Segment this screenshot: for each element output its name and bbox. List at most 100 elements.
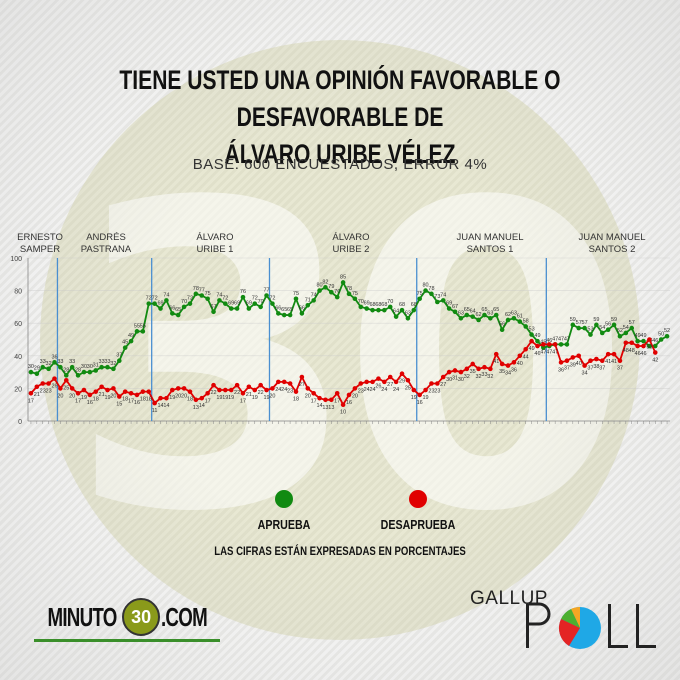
svg-text:85: 85	[340, 274, 346, 280]
svg-text:11: 11	[152, 408, 158, 414]
svg-text:19: 19	[228, 395, 234, 401]
svg-text:18: 18	[122, 397, 128, 403]
svg-text:76: 76	[334, 289, 340, 295]
watermark-30: 30	[60, 150, 632, 570]
svg-text:42: 42	[652, 358, 658, 364]
svg-text:66: 66	[275, 305, 281, 311]
legend-disapprove: DESAPRUEBA	[358, 490, 478, 532]
svg-text:74: 74	[216, 292, 222, 298]
svg-text:78: 78	[346, 286, 352, 292]
svg-text:25: 25	[63, 385, 69, 391]
svg-text:70: 70	[358, 299, 364, 305]
svg-text:59: 59	[593, 317, 599, 323]
svg-text:26: 26	[51, 384, 57, 390]
svg-text:44: 44	[523, 354, 529, 360]
svg-text:47: 47	[540, 349, 546, 355]
svg-text:49: 49	[640, 333, 646, 339]
svg-text:65: 65	[281, 307, 287, 313]
svg-text:29: 29	[34, 366, 40, 372]
svg-text:19: 19	[263, 395, 269, 401]
gallup-poll-logo: GALLUP	[470, 588, 656, 649]
svg-text:49: 49	[128, 333, 134, 339]
svg-text:24: 24	[275, 387, 281, 393]
svg-text:24: 24	[393, 387, 399, 393]
svg-text:32: 32	[464, 374, 470, 380]
line-chart: ERNESTO SAMPER ANDRÉS PASTRANA ÁLVARO URIBE…	[0, 225, 680, 475]
title-line-1: TIENE USTED UNA OPINIÓN FAVORABLE O DESF…	[119, 65, 561, 132]
svg-text:37: 37	[599, 366, 605, 372]
period-label-uribe-1: ÁLVARO URIBE 1	[196, 232, 234, 255]
svg-text:78: 78	[193, 286, 199, 292]
svg-text:64: 64	[470, 309, 476, 315]
svg-text:67: 67	[210, 304, 216, 310]
chart-title: TIENE USTED UNA OPINIÓN FAVORABLE O DESF…	[75, 62, 605, 173]
svg-text:74: 74	[311, 292, 317, 298]
svg-text:38: 38	[593, 364, 599, 370]
svg-text:68: 68	[375, 302, 381, 308]
svg-text:13: 13	[328, 405, 334, 411]
svg-text:0: 0	[18, 419, 22, 426]
period-label-uribe-2: ÁLVARO URIBE 2	[332, 232, 370, 255]
svg-text:30: 30	[28, 364, 34, 370]
svg-text:48: 48	[629, 348, 635, 354]
svg-text:23: 23	[434, 389, 440, 395]
svg-text:18: 18	[140, 397, 146, 403]
svg-text:57: 57	[582, 320, 588, 326]
svg-text:68: 68	[411, 302, 417, 308]
svg-text:46: 46	[635, 351, 641, 357]
svg-text:28: 28	[75, 367, 81, 373]
svg-text:31: 31	[452, 375, 458, 381]
svg-text:20: 20	[110, 393, 116, 399]
svg-text:56: 56	[499, 322, 505, 328]
svg-text:54: 54	[623, 325, 629, 331]
svg-text:60: 60	[14, 321, 22, 328]
svg-text:40: 40	[517, 361, 523, 367]
svg-text:68: 68	[369, 302, 375, 308]
svg-text:17: 17	[240, 398, 246, 404]
svg-text:27: 27	[387, 382, 393, 388]
svg-text:39: 39	[570, 362, 576, 368]
svg-text:13: 13	[193, 405, 199, 411]
svg-text:23: 23	[428, 389, 434, 395]
svg-text:19: 19	[104, 395, 110, 401]
svg-text:57: 57	[629, 320, 635, 326]
chart-subtitle: BASE: 600 ENCUESTADOS, ERROR 4%	[192, 156, 488, 173]
svg-text:37: 37	[617, 366, 623, 372]
svg-text:20: 20	[181, 393, 187, 399]
svg-text:65: 65	[287, 307, 293, 313]
svg-text:69: 69	[246, 301, 252, 307]
svg-text:63: 63	[511, 310, 517, 316]
svg-text:20: 20	[57, 393, 63, 399]
svg-text:46: 46	[546, 338, 552, 344]
svg-text:72: 72	[269, 296, 275, 302]
svg-text:17: 17	[28, 398, 34, 404]
svg-text:46: 46	[652, 338, 658, 344]
svg-text:46: 46	[534, 351, 540, 357]
svg-text:79: 79	[328, 284, 334, 290]
period-label-santos-2: JUAN MANUEL SANTOS 2	[578, 232, 646, 255]
svg-text:19: 19	[252, 395, 258, 401]
svg-text:70: 70	[181, 299, 187, 305]
svg-text:36: 36	[558, 367, 564, 373]
svg-text:30: 30	[87, 364, 93, 370]
svg-text:19: 19	[423, 395, 429, 401]
svg-text:18: 18	[187, 397, 193, 403]
svg-text:14: 14	[163, 403, 169, 409]
svg-text:26: 26	[375, 384, 381, 390]
svg-text:45: 45	[122, 340, 128, 346]
svg-text:80: 80	[316, 283, 322, 289]
svg-text:33: 33	[69, 359, 75, 365]
svg-text:62: 62	[505, 312, 511, 318]
svg-text:13: 13	[322, 405, 328, 411]
svg-text:70: 70	[258, 299, 264, 305]
svg-text:78: 78	[428, 286, 434, 292]
svg-text:69: 69	[234, 301, 240, 307]
svg-text:40: 40	[14, 354, 22, 361]
svg-text:22: 22	[210, 390, 216, 396]
svg-text:69: 69	[157, 301, 163, 307]
approve-dot-icon	[275, 490, 293, 508]
svg-text:49: 49	[529, 346, 535, 352]
svg-text:73: 73	[434, 294, 440, 300]
svg-text:24: 24	[369, 387, 375, 393]
svg-text:20: 20	[305, 393, 311, 399]
